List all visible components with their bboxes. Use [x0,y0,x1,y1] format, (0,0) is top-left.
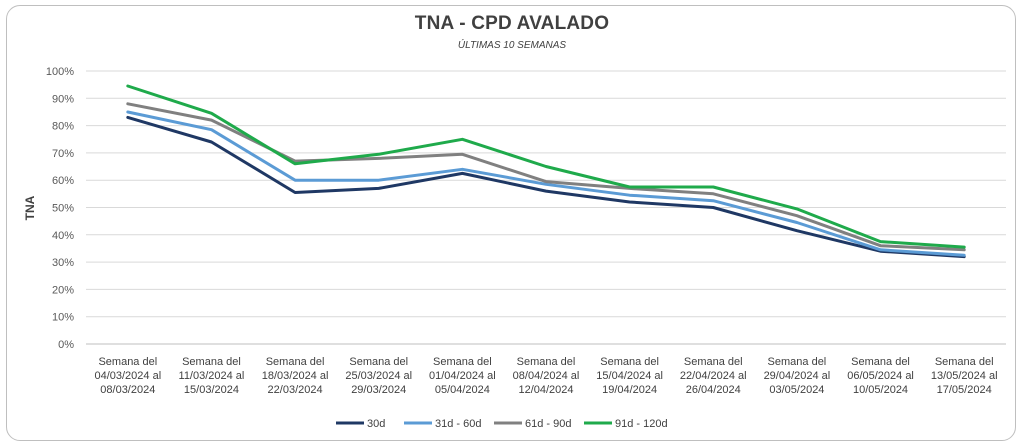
y-tick-label: 10% [52,312,74,324]
x-tick-label: Semana del 22/04/2024 al 26/04/2024 [680,356,747,396]
x-tick-label: Semana del 08/04/2024 al 12/04/2024 [513,356,580,396]
x-tick-label: Semana del 25/03/2024 al 29/03/2024 [345,356,412,396]
x-tick-label: Semana del 18/03/2024 al 22/03/2024 [262,356,329,396]
chart-subtitle: ÚLTIMAS 10 SEMANAS [457,40,567,51]
y-tick-label: 50% [52,203,74,215]
y-tick-label: 40% [52,230,74,242]
legend-label: 91d - 120d [615,418,668,430]
legend: 30d 31d - 60d 61d - 90d 91d - 120d [336,418,668,430]
y-tick-label: 70% [52,148,74,160]
y-tick-label: 100% [46,66,74,78]
x-tick-label: Semana del 13/05/2024 al 17/05/2024 [931,356,998,396]
legend-label: 31d - 60d [435,418,481,430]
chart-frame [6,5,1016,441]
y-axis-label: TNA [23,195,37,220]
y-axis-ticks: 0% 10% 20% 30% 40% 50% 60% 70% 80% 90% 100% [46,66,74,351]
y-tick-label: 80% [52,121,74,133]
series-line-31d-60d [126,110,966,257]
y-tick-label: 30% [52,257,74,269]
y-tick-label: 0% [58,339,74,351]
gridlines [86,70,1006,345]
x-tick-label: Semana del 04/03/2024 al 08/03/2024 [94,356,161,396]
series-line-91d-120d [126,84,966,249]
x-tick-label: Semana del 29/04/2024 al 03/05/2024 [764,356,831,396]
y-tick-label: 20% [52,284,74,296]
y-tick-label: 90% [52,93,74,105]
legend-label: 30d [367,418,385,430]
y-tick-label: 60% [52,175,74,187]
x-tick-label: Semana del 06/05/2024 al 10/05/2024 [847,356,914,396]
x-axis-categories: Semana del 04/03/2024 al 08/03/2024 Semana … [94,356,997,396]
chart-title: TNA - CPD AVALADO [414,13,610,34]
series-line-30d [126,115,966,259]
series-lines [126,84,966,259]
x-tick-label: Semana del 01/04/2024 al 05/04/2024 [429,356,496,396]
x-tick-label: Semana del 15/04/2024 al 19/04/2024 [596,356,663,396]
legend-label: 61d - 90d [525,418,571,430]
x-tick-label: Semana del 11/03/2024 al 15/03/2024 [179,356,245,396]
